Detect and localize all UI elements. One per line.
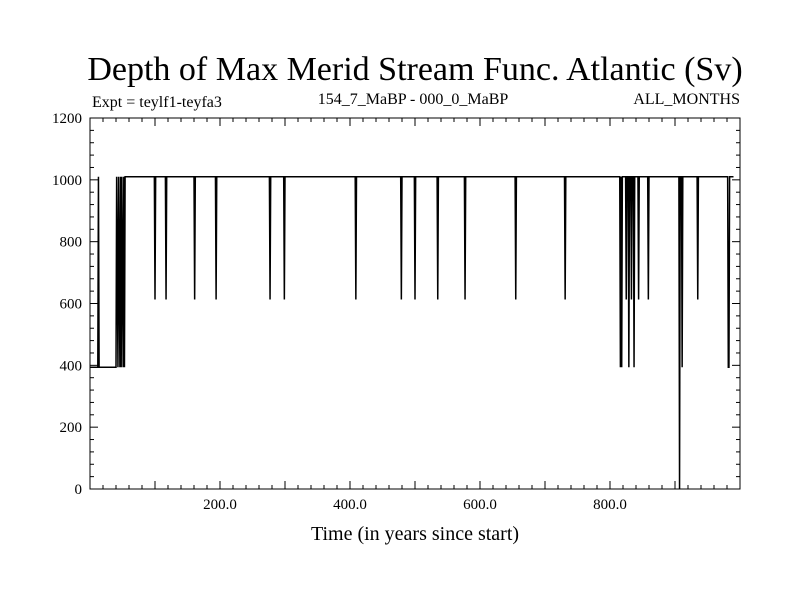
x-tick-label: 800.0 — [593, 497, 627, 513]
y-tick-label: 400 — [60, 358, 83, 374]
chart-subtitle-center: 154_7_MaBP - 000_0_MaBP — [318, 91, 509, 108]
plot-frame — [89, 117, 741, 490]
y-tick-label: 200 — [60, 420, 83, 436]
x-axis-label: Time (in years since start) — [311, 523, 519, 545]
series-line — [90, 175, 734, 490]
y-tick-label: 800 — [60, 235, 83, 251]
y-tick-label: 600 — [60, 297, 83, 313]
y-tick-label: 0 — [75, 482, 83, 498]
y-tick-label: 1000 — [52, 173, 82, 189]
y-tick-label: 1200 — [52, 111, 82, 127]
chart-subtitle-right: ALL_MONTHS — [633, 91, 740, 108]
chart-subtitle-left: Expt = teylf1-teyfa3 — [92, 94, 222, 111]
x-tick-label: 200.0 — [203, 497, 237, 513]
plot-area: 200.0 400.0 600.0 800.0 0 200 400 600 800 1000 120… — [52, 111, 741, 513]
x-tick-label: 400.0 — [333, 497, 367, 513]
chart-title: Depth of Max Merid Stream Func. Atlantic… — [87, 51, 742, 88]
x-tick-label: 600.0 — [463, 497, 497, 513]
